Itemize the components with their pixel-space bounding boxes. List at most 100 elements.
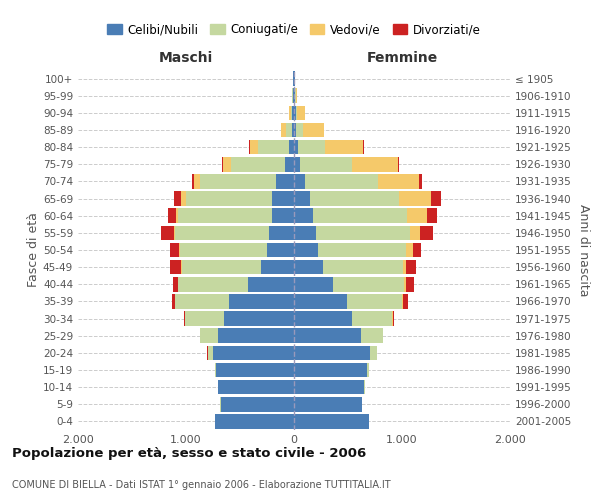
Bar [275,174,294,188]
Bar [286,157,294,172]
Bar [294,192,310,206]
Bar [218,328,294,343]
Bar [292,106,294,120]
Bar [298,140,325,154]
Bar [185,312,224,326]
Bar [223,157,232,172]
Bar [289,140,294,154]
Bar [286,122,292,138]
Bar [224,312,294,326]
Bar [218,380,294,394]
Bar [294,397,362,411]
Bar [393,312,394,326]
Bar [370,346,377,360]
Bar [291,106,292,120]
Text: COMUNE DI BIELLA - Dati ISTAT 1° gennaio 2006 - Elaborazione TUTTITALIA.IT: COMUNE DI BIELLA - Dati ISTAT 1° gennaio… [12,480,391,490]
Bar [325,140,363,154]
Bar [178,277,248,291]
Bar [403,294,408,308]
Bar [352,312,392,326]
Bar [410,226,421,240]
Bar [402,294,403,308]
Bar [378,174,419,188]
Bar [296,88,297,103]
Bar [294,260,323,274]
Bar [294,226,316,240]
Bar [404,277,406,291]
Bar [294,312,352,326]
Y-axis label: Anni di nascita: Anni di nascita [577,204,590,296]
Bar [250,140,259,154]
Bar [173,277,178,291]
Bar [406,242,413,258]
Bar [200,174,275,188]
Bar [316,226,410,240]
Bar [296,106,297,120]
Bar [294,277,333,291]
Bar [310,192,399,206]
Bar [172,294,175,308]
Bar [294,106,296,120]
Bar [399,192,431,206]
Y-axis label: Fasce di età: Fasce di età [27,212,40,288]
Bar [419,174,422,188]
Bar [294,414,368,428]
Bar [296,122,302,138]
Bar [181,192,186,206]
Bar [292,122,294,138]
Bar [294,294,347,308]
Bar [293,88,294,103]
Bar [294,157,301,172]
Bar [421,226,433,240]
Bar [221,397,294,411]
Bar [398,157,400,172]
Bar [363,140,364,154]
Bar [161,226,174,240]
Bar [403,260,406,274]
Bar [170,242,179,258]
Bar [313,208,407,223]
Bar [294,174,305,188]
Bar [333,277,404,291]
Bar [294,380,364,394]
Bar [406,260,416,274]
Bar [294,328,361,343]
Bar [174,226,175,240]
Bar [208,346,213,360]
Bar [361,328,383,343]
Text: Femmine: Femmine [367,51,437,65]
Bar [294,362,367,378]
Bar [272,208,294,223]
Text: Maschi: Maschi [159,51,213,65]
Bar [175,294,229,308]
Bar [427,208,437,223]
Bar [232,157,286,172]
Bar [413,242,421,258]
Bar [170,260,181,274]
Bar [367,362,369,378]
Bar [294,208,313,223]
Bar [301,157,352,172]
Bar [267,242,294,258]
Text: Popolazione per età, sesso e stato civile - 2006: Popolazione per età, sesso e stato civil… [12,448,366,460]
Bar [347,294,402,308]
Bar [192,174,194,188]
Bar [294,122,296,138]
Bar [318,242,406,258]
Bar [259,140,289,154]
Bar [352,157,398,172]
Bar [216,362,294,378]
Bar [215,362,216,378]
Bar [175,226,269,240]
Bar [167,208,176,223]
Bar [294,88,295,103]
Bar [302,122,324,138]
Bar [323,260,403,274]
Bar [182,260,260,274]
Bar [294,140,298,154]
Bar [260,260,294,274]
Bar [272,192,294,206]
Bar [406,277,415,291]
Bar [179,242,267,258]
Bar [305,174,378,188]
